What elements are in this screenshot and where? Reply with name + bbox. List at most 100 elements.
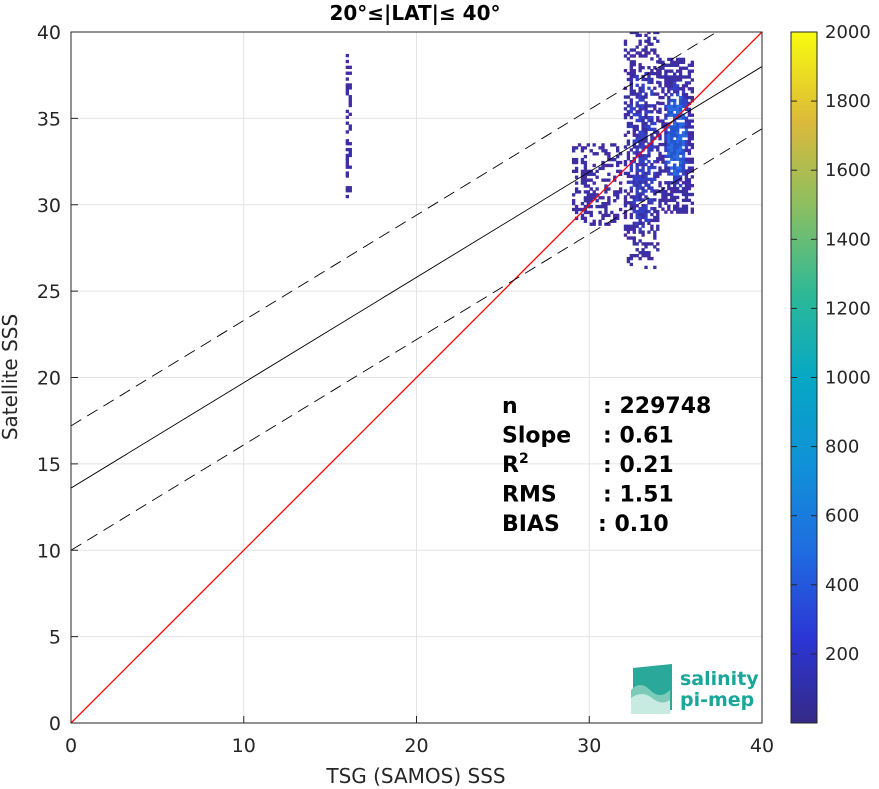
density-cell: [664, 134, 668, 138]
density-cell: [348, 97, 352, 102]
density-cell: [684, 125, 689, 129]
density-cell: [604, 163, 608, 168]
density-cell: [650, 139, 654, 143]
density-cell: [635, 168, 639, 173]
density-cell: [629, 224, 634, 228]
density-cell: [656, 209, 660, 214]
density-cell: [571, 199, 576, 203]
density-cell: [638, 192, 642, 196]
density-cell: [638, 157, 642, 161]
density-cell: [653, 107, 657, 111]
density-cell: [670, 125, 674, 129]
density-cell: [656, 227, 660, 231]
density-cell: [687, 178, 692, 182]
density-cell: [601, 160, 605, 165]
density-cell: [626, 227, 631, 231]
density-cell: [678, 160, 683, 164]
x-axis-ticks: 0 10 20 30 40: [65, 716, 774, 757]
density-cell: [641, 157, 645, 161]
density-cell: [629, 98, 634, 102]
density-cell: [607, 154, 611, 159]
density-cell: [601, 149, 605, 153]
density-cell: [673, 207, 677, 211]
density-cell: [598, 196, 602, 200]
y-axis-ticks: 0 5 10 15 20 25 30 35 40: [37, 22, 78, 735]
density-cell: [650, 118, 654, 123]
density-cell: [626, 201, 631, 205]
density-cell: [574, 175, 579, 179]
density-cell: [641, 115, 645, 120]
density-cell: [571, 160, 576, 165]
density-cell: [626, 192, 631, 196]
density-cell: [647, 145, 651, 149]
density-cell: [629, 262, 634, 267]
density-cell: [656, 74, 660, 79]
density-cell: [583, 146, 588, 150]
density-cell: [687, 122, 692, 126]
density-cell: [647, 74, 651, 79]
density-cell: [678, 110, 683, 114]
density-cell: [656, 115, 660, 120]
density-cell: [644, 133, 648, 137]
density-cell: [623, 227, 628, 231]
density-cell: [684, 122, 689, 126]
density-cell: [641, 162, 645, 167]
density-cell: [650, 104, 654, 108]
density-cell: [632, 68, 636, 73]
density-cell: [690, 60, 694, 65]
density-cell: [635, 192, 639, 196]
density-cell: [687, 142, 692, 147]
density-cell: [661, 87, 665, 91]
density-cell: [641, 107, 645, 111]
density-cell: [348, 153, 352, 158]
density-cell: [673, 178, 677, 182]
density-cell: [656, 110, 660, 114]
density-cell: [623, 162, 628, 167]
density-cell: [656, 171, 660, 176]
density-cell: [675, 104, 680, 109]
density-cell: [644, 121, 648, 126]
density-cell: [644, 180, 648, 184]
density-cell: [675, 207, 680, 211]
density-cell: [675, 157, 680, 161]
density-cell: [661, 60, 665, 65]
colorbar-tick-label: 1800: [825, 91, 871, 112]
density-cell: [638, 218, 642, 223]
density-cell: [641, 124, 645, 129]
density-cell: [650, 189, 654, 193]
density-cell: [650, 198, 654, 202]
density-cell: [653, 265, 657, 270]
density-cell: [664, 154, 668, 158]
density-cell: [635, 171, 639, 176]
density-cell: [670, 154, 674, 158]
density-cell: [690, 119, 694, 123]
density-cell: [667, 78, 671, 82]
density-cell: [644, 265, 648, 270]
density-cell: [623, 224, 628, 228]
stat-label: R2: [502, 451, 529, 478]
density-cell: [598, 210, 602, 215]
density-cell: [644, 145, 648, 149]
density-cell: [641, 242, 645, 246]
density-cell: [348, 83, 352, 87]
density-cell: [632, 236, 636, 240]
density-cell: [653, 233, 657, 237]
density-cell: [647, 66, 651, 70]
density-cell: [656, 248, 660, 252]
density-cell: [635, 195, 639, 199]
density-cell: [626, 110, 631, 114]
density-cell: [574, 207, 579, 212]
density-cell: [623, 68, 628, 73]
density-cell: [650, 165, 654, 170]
density-cell: [638, 92, 642, 96]
density-cell: [638, 162, 642, 167]
density-cell: [632, 242, 636, 246]
density-cell: [345, 156, 350, 161]
density-cell: [684, 157, 689, 161]
density-cell: [638, 115, 642, 120]
y-tick-label: 25: [37, 281, 61, 303]
fit-lines: [71, 32, 762, 723]
density-cell: [664, 84, 668, 88]
density-cell: [635, 74, 639, 79]
